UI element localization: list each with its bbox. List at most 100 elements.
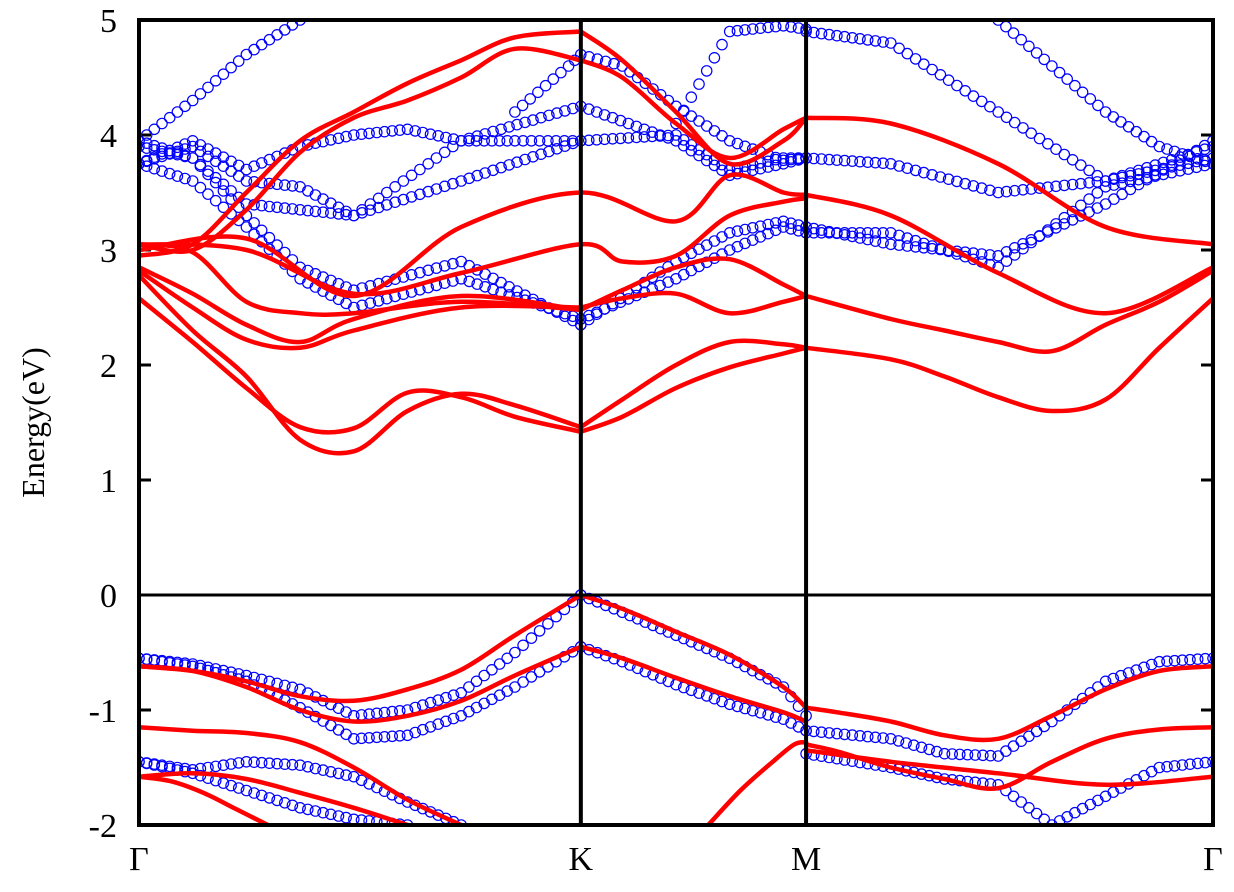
blue-band-point (838, 728, 851, 741)
blue-band-point (1083, 193, 1095, 205)
blue-band-point (823, 28, 835, 41)
blue-band-point (1007, 790, 1020, 803)
blue-band-point (861, 227, 874, 239)
blue-band-point (547, 73, 560, 85)
blue-band-point (746, 234, 759, 246)
blue-band-point (854, 227, 866, 239)
blue-band-point (1168, 145, 1181, 158)
blue-band-point (992, 106, 1004, 118)
blue-band-point (179, 172, 191, 185)
blue-band-point (401, 729, 414, 742)
blue-band-point (1138, 130, 1150, 143)
red-band-0 (139, 592, 584, 704)
blue-band-point (525, 671, 538, 683)
blue-band-point (815, 153, 828, 165)
blue-band-point (869, 156, 882, 169)
blue-band-point (240, 221, 253, 233)
blue-band-point (926, 63, 938, 76)
blue-band-point (509, 106, 521, 118)
blue-band-point (731, 225, 744, 237)
blue-band-point (263, 792, 276, 804)
blue-band-point (255, 756, 268, 769)
blue-band-point (746, 23, 759, 35)
blue-band-point (1108, 173, 1120, 185)
blue-band-point (1050, 180, 1062, 193)
blue-band-point (519, 153, 531, 166)
blue-band-point (1191, 153, 1204, 165)
blue-band-point (503, 121, 515, 133)
blue-band-point (754, 162, 767, 175)
blue-band-point (739, 223, 751, 236)
blue-band-point (953, 748, 966, 761)
blue-band-point (731, 700, 744, 713)
blue-band-point (1099, 106, 1112, 118)
blue-band-point (393, 124, 406, 136)
blue-band-point (416, 723, 429, 736)
blue-band-point (967, 180, 980, 192)
blue-band-point (1033, 182, 1046, 194)
blue-band-point (877, 732, 889, 744)
blue-band-point (769, 151, 782, 164)
blue-band-point (590, 134, 603, 146)
blue-band-point (202, 81, 214, 94)
blue-band-point (992, 750, 1004, 762)
blue-band-point (1075, 177, 1087, 190)
blue-band-point (846, 230, 859, 243)
blue-band-point (884, 158, 897, 170)
blue-band-point (378, 730, 391, 743)
blue-band-point (517, 676, 529, 688)
blue-band-point (1149, 164, 1161, 177)
red-band-3 (578, 644, 809, 724)
blue-band-point (317, 271, 329, 283)
blue-band-point (140, 160, 153, 172)
blue-band-point (1141, 166, 1153, 178)
blue-band-point (951, 245, 963, 258)
blue-band-point (263, 243, 276, 255)
blue-band-point (430, 262, 443, 274)
blue-band-point (1116, 171, 1128, 184)
red-band-23 (139, 172, 809, 299)
blue-band-point (309, 205, 322, 218)
blue-band-point (754, 706, 767, 719)
blue-band-point (171, 145, 184, 158)
blue-band-point (271, 28, 283, 41)
blue-band-point (582, 134, 595, 147)
blue-band-point (877, 36, 889, 48)
blue-band-point (380, 186, 393, 199)
blue-band-point (1083, 164, 1095, 177)
blue-band-point (294, 759, 306, 771)
blue-band-point (1161, 655, 1173, 667)
blue-band-point (263, 757, 276, 769)
blue-band-point (414, 163, 426, 176)
blue-band-point (934, 171, 947, 183)
blue-band-point (363, 731, 375, 744)
blue-band-point (401, 123, 414, 136)
blue-band-point (263, 200, 276, 213)
blue-band-point (380, 199, 393, 211)
blue-band-point (301, 139, 314, 151)
blue-band-point (815, 227, 828, 239)
blue-band-point (1023, 801, 1035, 814)
blue-band-point (838, 30, 851, 43)
blue-band-point (1015, 33, 1027, 46)
blue-band-point (263, 177, 276, 190)
blue-band-point (917, 58, 930, 70)
blue-band-point (769, 224, 782, 237)
blue-band-point (854, 729, 866, 742)
blue-band-point (901, 47, 914, 60)
blue-band-point (186, 175, 199, 187)
blue-band-point (463, 681, 475, 693)
blue-band-point (301, 760, 314, 773)
red-band-25 (139, 46, 584, 254)
blue-band-point (1184, 150, 1196, 163)
blue-band-point (340, 208, 352, 221)
blue-band-point (900, 737, 912, 749)
blue-band-point (535, 111, 547, 124)
blue-band-49 (509, 48, 812, 167)
blue-band-point (984, 749, 997, 762)
red-band-21 (803, 268, 1213, 355)
blue-band-point (340, 130, 352, 143)
blue-band-point (278, 758, 291, 770)
blue-band-point (225, 758, 237, 770)
plot-area (139, 20, 1213, 825)
